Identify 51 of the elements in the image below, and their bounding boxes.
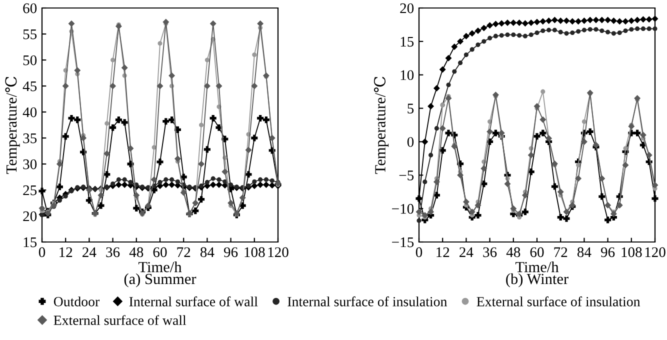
y-tick-label: −5 [399,170,414,180]
x-tick-label: 48 [506,247,520,258]
x-tick-label: 24 [82,247,96,257]
y-tick-label: 0 [407,137,414,147]
y-tick-label: 40 [22,107,37,118]
y-tick-label: 15 [400,36,414,47]
x-tick-label: 84 [577,247,592,258]
x-tick-label: 84 [200,247,214,258]
legend-label: Internal surface of wall [129,296,258,306]
x-tick-label: 0 [416,247,422,258]
x-axis-title: Time/h [138,261,182,272]
x-tick-label: 48 [129,247,144,258]
x-tick-label: 72 [554,247,568,257]
x-tick-label: 24 [460,247,474,257]
x-tick-label: 0 [38,247,46,258]
y-tick-label: 20 [23,211,37,222]
x-tick-label: 60 [153,247,167,258]
x-tick-label: 12 [60,247,72,257]
text: (a) Summer [124,273,196,288]
x-tick-label: 96 [224,247,238,258]
y-tick-label: 50 [23,55,37,66]
x-tick-label: 120 [645,247,666,258]
x-tick-label: 12 [436,247,450,257]
legend-label: Internal surface of insulation [288,296,447,306]
legend-label: External surface of insulation [476,296,640,306]
y-tick-label: −10 [392,204,414,214]
x-axis-title: Time/h [515,261,559,272]
x-tick-label: 96 [600,247,615,258]
x-tick-label: 36 [106,247,120,258]
y-tick-label: 60 [23,3,37,14]
y-tick-label: 55 [23,30,37,40]
x-tick-label: 60 [530,247,544,258]
y-tick-label: 5 [408,104,414,114]
y-tick-label: 10 [400,70,414,80]
text: (b) Winter [506,273,568,288]
y-tick-label: 30 [23,159,37,170]
legend-label: Outdoor [54,296,100,306]
y-axis-title: Temperature/℃ [5,76,20,174]
y-axis-title: Temperature/℃ [374,76,389,174]
x-tick-label: 120 [268,247,288,258]
y-tick-label: 20 [400,3,414,14]
y-tick-label: 15 [24,237,37,248]
x-tick-label: 72 [177,247,190,257]
y-tick-label: 35 [23,133,37,144]
x-tick-label: 108 [244,247,265,258]
x-tick-label: 36 [483,247,497,258]
y-tick-label: −15 [392,237,414,248]
y-tick-label: 25 [23,185,37,196]
legend-label: External surface of wall [54,315,186,326]
y-tick-label: 45 [22,81,37,92]
x-tick-label: 108 [622,247,642,258]
